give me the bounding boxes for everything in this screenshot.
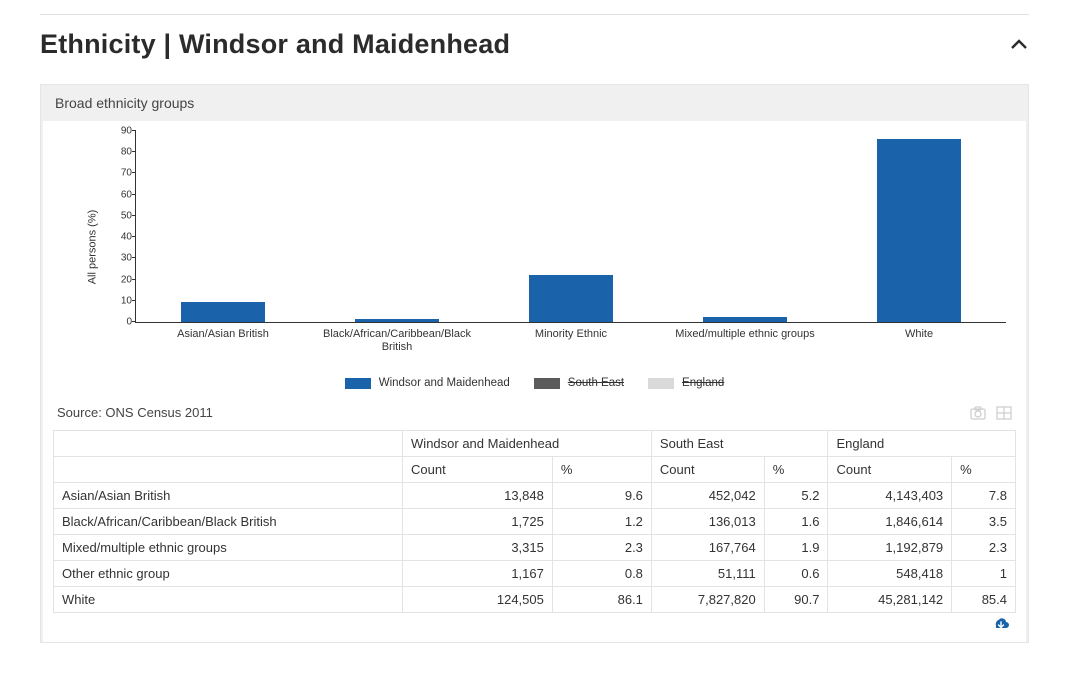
download-icon[interactable] — [992, 617, 1010, 632]
table-row: Black/African/Caribbean/Black British1,7… — [54, 509, 1016, 535]
page-title: Ethnicity | Windsor and Maidenhead — [40, 29, 510, 60]
cell: 1.6 — [764, 509, 828, 535]
cell: 167,764 — [651, 535, 764, 561]
row-label: White — [54, 587, 403, 613]
cell: 4,143,403 — [828, 483, 952, 509]
bar — [529, 275, 613, 322]
data-table: Windsor and MaidenheadSouth EastEnglandC… — [53, 430, 1016, 613]
legend-label: England — [682, 377, 724, 389]
legend-swatch — [648, 378, 674, 389]
table-header-region: Windsor and Maidenhead — [403, 431, 652, 457]
cell: 7.8 — [952, 483, 1016, 509]
grid-icon[interactable] — [996, 406, 1012, 420]
table-subheader: % — [952, 457, 1016, 483]
cell: 2.3 — [552, 535, 651, 561]
chart-card: All persons (%) 0102030405060708090Asian… — [43, 121, 1026, 642]
cell: 1,167 — [403, 561, 553, 587]
y-tick-label: 0 — [108, 317, 132, 328]
y-tick-label: 50 — [108, 210, 132, 221]
y-tick-label: 10 — [108, 295, 132, 306]
cell: 3,315 — [403, 535, 553, 561]
bar — [877, 139, 961, 322]
source-text: Source: ONS Census 2011 — [57, 405, 213, 420]
cell: 0.8 — [552, 561, 651, 587]
y-tick-label: 90 — [108, 126, 132, 137]
y-tick-label: 20 — [108, 274, 132, 285]
x-category-label: Asian/Asian British — [143, 322, 303, 341]
legend-swatch — [345, 378, 371, 389]
cell: 45,281,142 — [828, 587, 952, 613]
table-header-region: South East — [651, 431, 828, 457]
y-tick-label: 40 — [108, 232, 132, 243]
cell: 2.3 — [952, 535, 1016, 561]
cell: 1,846,614 — [828, 509, 952, 535]
legend-label: South East — [568, 377, 624, 389]
cell: 1,725 — [403, 509, 553, 535]
x-category-label: White — [839, 322, 999, 341]
cell: 1.2 — [552, 509, 651, 535]
y-tick-label: 70 — [108, 168, 132, 179]
cell: 3.5 — [952, 509, 1016, 535]
table-subheader: Count — [403, 457, 553, 483]
table-header-blank — [54, 457, 403, 483]
cell: 9.6 — [552, 483, 651, 509]
row-label: Other ethnic group — [54, 561, 403, 587]
chart-area: All persons (%) 0102030405060708090Asian… — [105, 131, 1006, 363]
cell: 85.4 — [952, 587, 1016, 613]
table-row: Asian/Asian British13,8489.6452,0425.24,… — [54, 483, 1016, 509]
table-subheader: % — [552, 457, 651, 483]
cell: 7,827,820 — [651, 587, 764, 613]
table-row: Other ethnic group1,1670.851,1110.6548,4… — [54, 561, 1016, 587]
bar — [181, 302, 265, 322]
chart-plot: 0102030405060708090Asian/Asian BritishBl… — [135, 131, 1006, 323]
cell: 51,111 — [651, 561, 764, 587]
table-row: Mixed/multiple ethnic groups3,3152.3167,… — [54, 535, 1016, 561]
cell: 548,418 — [828, 561, 952, 587]
table-subheader: Count — [828, 457, 952, 483]
x-category-label: Mixed/multiple ethnic groups — [665, 322, 825, 341]
chart-legend: Windsor and Maidenhead South East England — [53, 363, 1016, 395]
table-subheader: % — [764, 457, 828, 483]
y-tick-label: 60 — [108, 189, 132, 200]
legend-item[interactable]: England — [648, 377, 724, 389]
cell: 452,042 — [651, 483, 764, 509]
legend-swatch — [534, 378, 560, 389]
row-label: Asian/Asian British — [54, 483, 403, 509]
section-header[interactable]: Ethnicity | Windsor and Maidenhead — [40, 15, 1029, 84]
camera-icon[interactable] — [970, 406, 986, 420]
y-tick-label: 80 — [108, 147, 132, 158]
table-header-region: England — [828, 431, 1016, 457]
row-label: Mixed/multiple ethnic groups — [54, 535, 403, 561]
cell: 90.7 — [764, 587, 828, 613]
cell: 5.2 — [764, 483, 828, 509]
source-row: Source: ONS Census 2011 — [53, 395, 1016, 430]
table-header-blank — [54, 431, 403, 457]
x-category-label: Black/African/Caribbean/Black British — [317, 322, 477, 353]
legend-item[interactable]: South East — [534, 377, 624, 389]
cell: 1.9 — [764, 535, 828, 561]
cell: 1 — [952, 561, 1016, 587]
y-axis-label: All persons (%) — [86, 210, 98, 285]
legend-label: Windsor and Maidenhead — [379, 377, 510, 389]
chevron-up-icon[interactable] — [1009, 35, 1029, 55]
row-label: Black/African/Caribbean/Black British — [54, 509, 403, 535]
cell: 1,192,879 — [828, 535, 952, 561]
panel-title: Broad ethnicity groups — [41, 85, 1028, 121]
ethnicity-panel: Broad ethnicity groups All persons (%) 0… — [40, 84, 1029, 643]
cell: 0.6 — [764, 561, 828, 587]
y-tick-label: 30 — [108, 253, 132, 264]
table-row: White124,50586.17,827,82090.745,281,1428… — [54, 587, 1016, 613]
table-subheader: Count — [651, 457, 764, 483]
legend-item[interactable]: Windsor and Maidenhead — [345, 377, 510, 389]
cell: 124,505 — [403, 587, 553, 613]
x-category-label: Minority Ethnic — [491, 322, 651, 341]
cell: 13,848 — [403, 483, 553, 509]
cell: 136,013 — [651, 509, 764, 535]
cell: 86.1 — [552, 587, 651, 613]
